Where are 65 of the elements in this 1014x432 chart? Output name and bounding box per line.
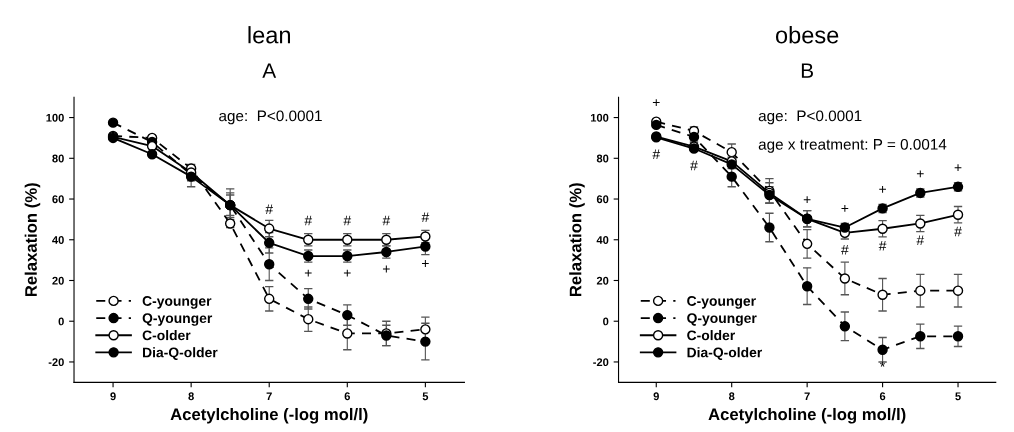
annotation: +	[916, 170, 924, 178]
y-tick-label: 0	[58, 317, 64, 326]
annotation: +	[382, 265, 390, 273]
annotation: age x treatment: P = 0.0014	[758, 138, 947, 153]
annotation: #	[304, 215, 313, 226]
legend-label: Q-younger	[687, 313, 757, 326]
y-tick-label: 60	[596, 195, 609, 204]
legend-label: C-older	[687, 330, 735, 341]
y-tick-label: 40	[52, 236, 64, 244]
y-tick-label: 20	[596, 276, 609, 285]
chart-title: lean	[248, 26, 291, 44]
x-tick-label: 8	[728, 392, 735, 401]
y-tick-label: 20	[52, 276, 64, 285]
x-tick-label: 7	[804, 392, 810, 401]
y-axis-title: Relaxation (%)	[24, 183, 41, 297]
annotation: #	[841, 244, 849, 255]
annotation: +	[422, 260, 429, 267]
legend-label: Dia-Q-older	[143, 347, 218, 360]
annotation: #	[382, 215, 391, 226]
y-tick-label: 80	[596, 154, 609, 163]
x-axis-title: Acetylcholine (-log mol/l)	[170, 407, 368, 424]
annotation: +	[304, 269, 312, 277]
annotation: +	[879, 185, 886, 193]
y-tick-label: 100	[590, 113, 609, 122]
legend-label: C-younger	[687, 296, 756, 309]
x-axis-title: Acetylcholine (-log mol/l)	[708, 407, 906, 424]
annotation: *	[880, 361, 886, 367]
annotation: +	[343, 269, 351, 277]
annotation: #	[421, 212, 430, 223]
legend-label: C-younger	[142, 296, 212, 309]
annotation: +	[841, 205, 849, 212]
annotation: #	[343, 215, 352, 226]
annotation: #	[954, 226, 962, 237]
annotation: #	[878, 240, 887, 251]
y-axis-title: Relaxation (%)	[569, 183, 585, 297]
y-tick-label: 0	[603, 317, 609, 326]
legend-label: Dia-Q-older	[687, 347, 763, 360]
x-tick-label: 6	[344, 392, 350, 401]
chart-title: obese	[775, 26, 839, 44]
annotation: +	[803, 196, 811, 204]
y-tick-label: 100	[46, 113, 64, 122]
annotation: #	[652, 149, 661, 159]
x-tick-label: 8	[188, 392, 194, 401]
chart-subtitle: A	[262, 63, 277, 78]
annotation: +	[954, 164, 962, 172]
annotation: age: P<0.0001	[219, 110, 322, 125]
x-tick-label: 9	[653, 392, 659, 401]
y-tick-label: 80	[52, 154, 64, 163]
annotation: #	[916, 235, 925, 246]
x-tick-label: 6	[879, 392, 886, 401]
y-tick-label: 60	[52, 195, 64, 204]
x-tick-label: 5	[955, 392, 961, 401]
annotation: #	[265, 204, 274, 215]
chart-subtitle: B	[801, 63, 813, 78]
legend-label: C-older	[142, 330, 191, 341]
annotation: age: P<0.0001	[758, 110, 862, 125]
x-tick-label: 7	[266, 392, 272, 401]
legend-label: Q-younger	[142, 313, 213, 326]
annotation: #	[690, 160, 698, 171]
annotation: +	[652, 99, 660, 106]
x-tick-label: 9	[110, 392, 116, 401]
y-tick-label: 40	[596, 236, 609, 244]
y-tick-label: -20	[48, 358, 64, 367]
x-tick-label: 5	[422, 392, 429, 401]
y-tick-label: -20	[593, 358, 609, 367]
